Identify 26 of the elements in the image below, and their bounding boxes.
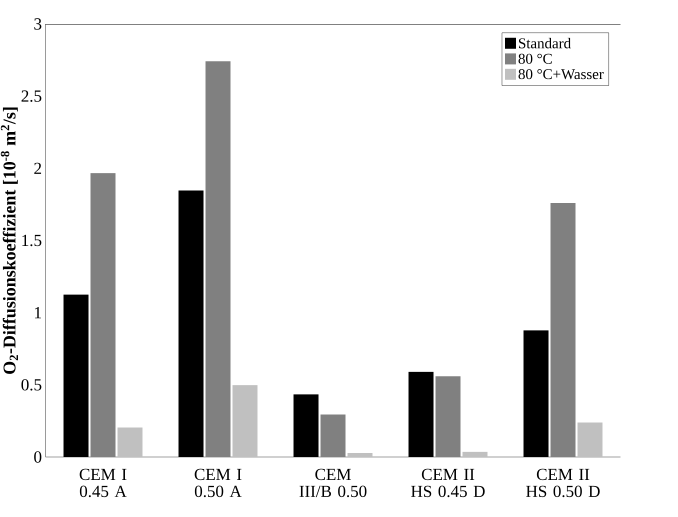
x-tick-label: CEM I 0.50 A [194,468,242,498]
bar [462,452,488,457]
bar [524,330,549,457]
y-tick-label: 1.5 [22,234,42,246]
y-tick-label: 0.5 [21,379,42,391]
bar [348,452,372,457]
legend-label: Standard [518,38,571,48]
bar [408,372,434,457]
x-tick-label: CEM II HS 0.50 D [526,468,600,498]
y-tick-label: 2.5 [22,90,42,102]
x-tick-label: CEM II HS 0.45 D [411,468,485,498]
bar [118,428,142,457]
bar [232,385,258,457]
y-tick-label: 3 [34,18,42,30]
text: O$_{2}$-Diffusionskoeffizient [10$^{-8}$ m$^{2}$/s] [0,108,18,374]
x-tick-label: CEM I 0.45 A [80,468,127,498]
bar [178,190,204,457]
bar [64,294,89,457]
legend-label: 80 °C+Wasser [518,69,604,80]
x-tick-label: CEM III/B 0.50 [300,468,366,498]
bar [578,422,602,457]
y-tick-label: 0 [34,451,42,463]
y-tick-label: 1 [35,307,41,318]
bar [294,394,319,457]
legend-label: 80 °C [518,54,552,64]
y-tick-label: 2 [34,162,42,174]
